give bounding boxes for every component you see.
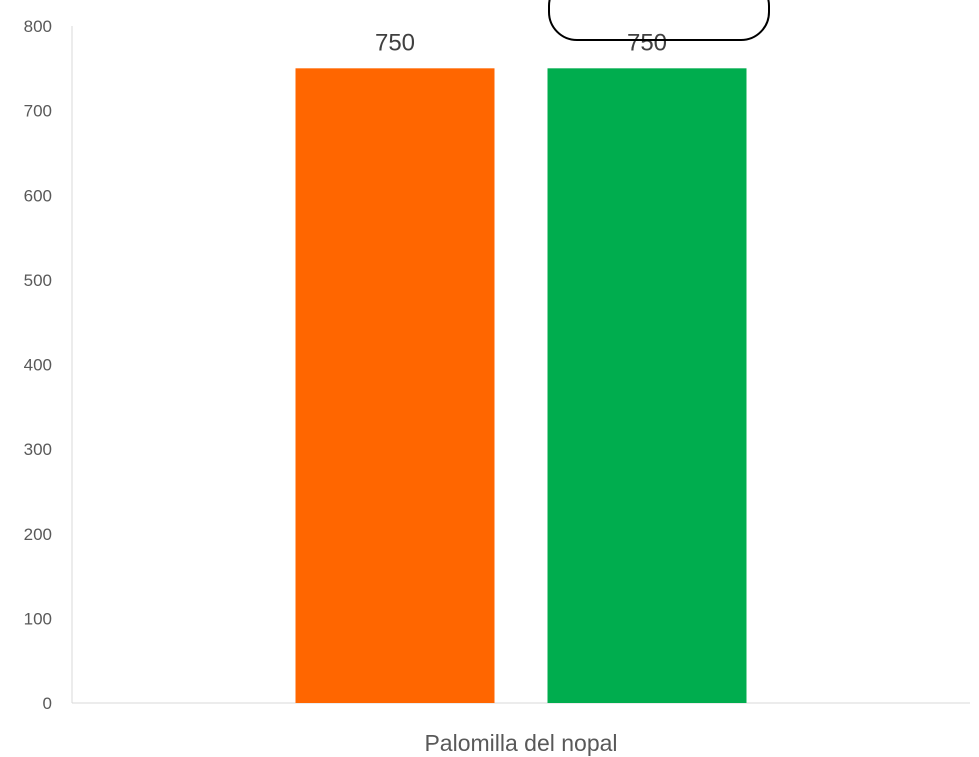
x-category-label: Palomilla del nopal [424, 730, 617, 756]
bar [547, 68, 747, 703]
y-axis-ticks: 0 100 200 300 400 500 600 700 800 [24, 17, 52, 713]
y-tick-label: 100 [24, 609, 52, 628]
y-tick-label: 0 [43, 694, 52, 713]
category-labels: Palomilla del nopal [424, 730, 617, 756]
y-tick-label: 400 [24, 356, 52, 375]
data-label: 750 [375, 29, 415, 56]
y-tick-label: 700 [24, 102, 52, 121]
legend-box [548, 0, 770, 41]
bars [295, 68, 747, 703]
y-tick-label: 200 [24, 525, 52, 544]
data-labels: 750 750 [375, 29, 667, 56]
y-tick-label: 800 [24, 17, 52, 36]
bar [295, 68, 495, 703]
y-tick-label: 300 [24, 440, 52, 459]
data-label: 750 [627, 29, 667, 56]
y-tick-label: 600 [24, 186, 52, 205]
y-tick-label: 500 [24, 271, 52, 290]
